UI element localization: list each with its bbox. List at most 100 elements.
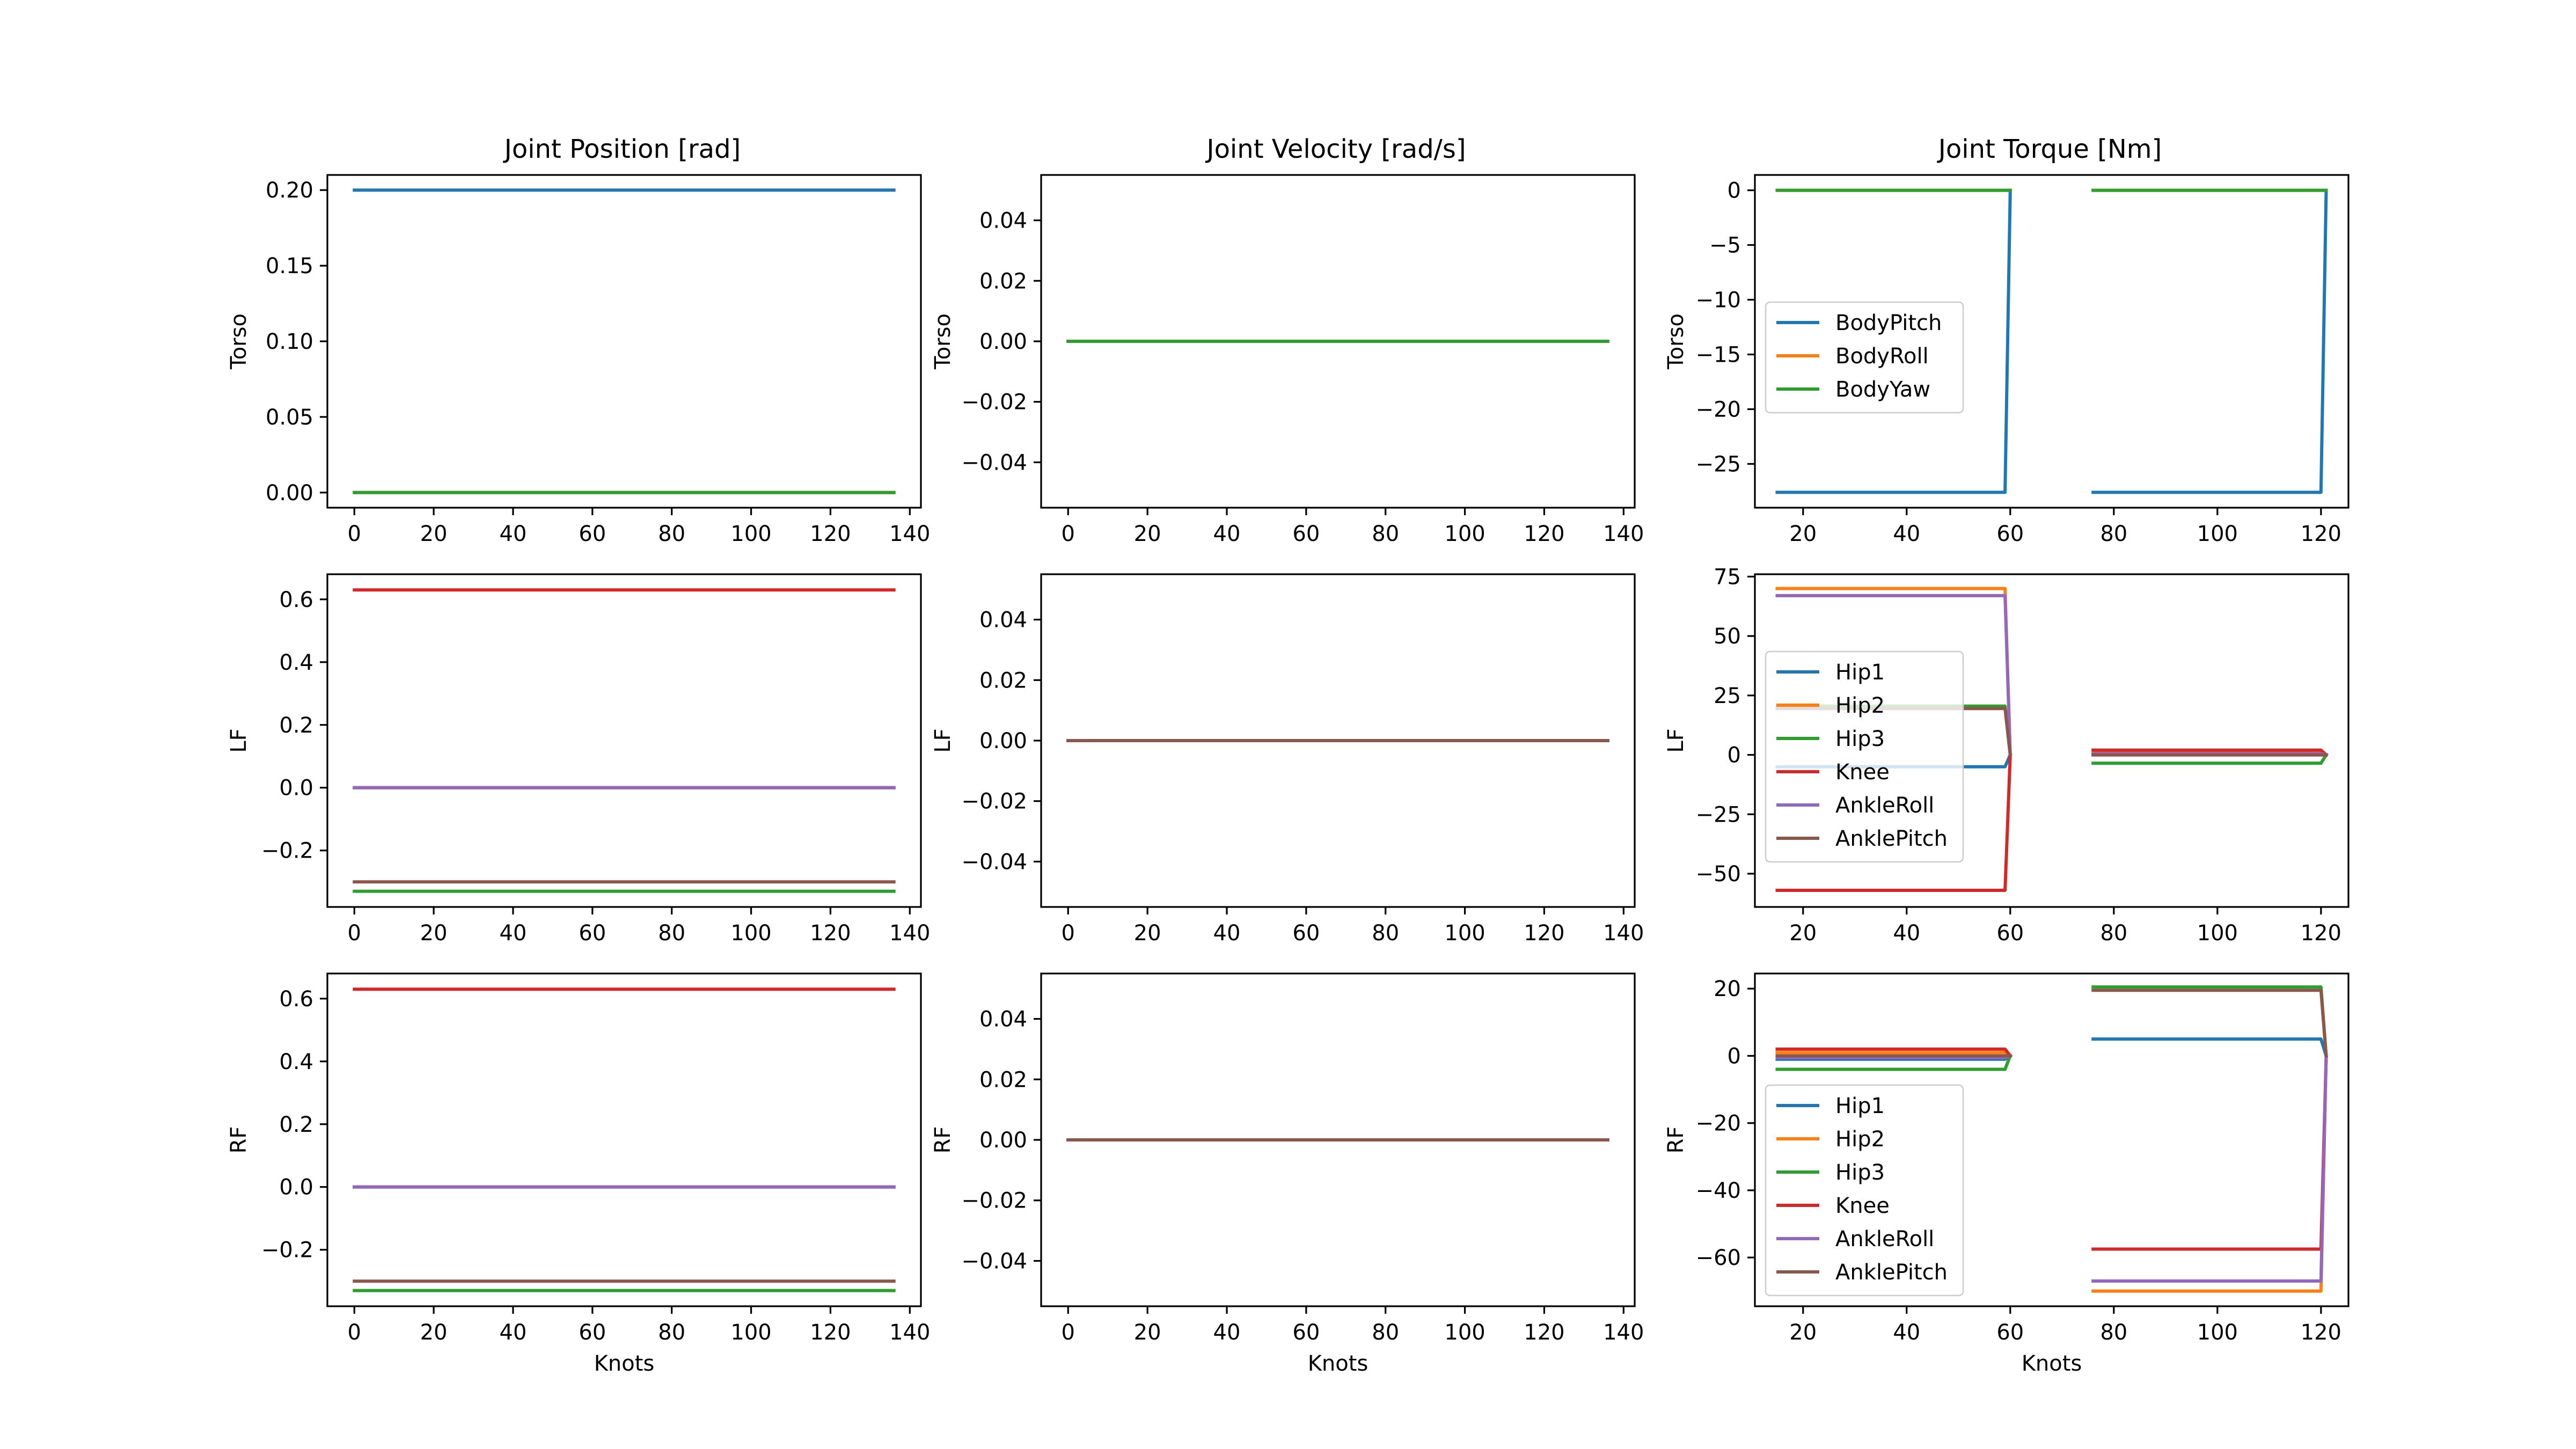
x-tick-label: 40 <box>500 921 527 946</box>
x-tick-label: 60 <box>579 921 606 946</box>
col-title-torque: Joint Torque [Nm] <box>1937 134 2162 164</box>
x-tick-label: 20 <box>1789 522 1817 546</box>
x-tick-label: 100 <box>1444 1320 1485 1345</box>
x-tick-label: 40 <box>1893 921 1920 946</box>
x-tick-label: 100 <box>730 921 771 946</box>
series-line-hip3-seg0 <box>1775 1053 2012 1071</box>
legend-box <box>1765 301 1964 414</box>
x-tick-label: 120 <box>1524 921 1564 946</box>
subplot-r1-c1-ylabel: LF <box>931 728 955 752</box>
y-tick-label: 0.05 <box>266 405 313 430</box>
subplot-r2-c1-ylabel: RF <box>931 1126 955 1154</box>
x-tick-label: 120 <box>810 921 851 946</box>
y-tick-label: 0.6 <box>279 987 313 1012</box>
x-tick-label: 60 <box>1996 522 2024 546</box>
legend-label-hip3: Hip3 <box>1835 1160 1885 1185</box>
series-line-knee-seg0 <box>1775 753 2012 892</box>
y-tick-label: −20 <box>1696 1111 1741 1136</box>
x-tick-label: 80 <box>658 921 685 946</box>
y-tick-label: 0.00 <box>979 1128 1027 1153</box>
x-tick-label: 120 <box>1524 522 1564 546</box>
x-tick-label: 60 <box>1292 522 1320 546</box>
y-tick-label: 75 <box>1714 565 1741 589</box>
x-tick-label: 140 <box>1603 1320 1644 1345</box>
legend-label-knee: Knee <box>1835 760 1890 785</box>
subplot-r1-c0-plot-area <box>353 588 896 893</box>
x-tick-label: 0 <box>1062 522 1075 546</box>
y-tick-label: −15 <box>1696 342 1741 367</box>
series-line-bodypitch-seg0 <box>1775 188 2012 494</box>
x-tick-label: 100 <box>1444 522 1485 546</box>
y-tick-label: 0.2 <box>279 1113 313 1137</box>
y-tick-label: 0.00 <box>979 729 1027 753</box>
x-tick-label: 140 <box>889 522 930 546</box>
y-tick-label: 0.04 <box>979 608 1027 633</box>
subplot-r1-c0-axes-frame <box>326 573 922 908</box>
subplot-r0-c2-plot-area <box>1775 188 2328 494</box>
x-tick-label: 60 <box>1292 1320 1320 1345</box>
legend-label-anklepitch: AnklePitch <box>1835 826 1948 851</box>
legend-label-bodypitch: BodyPitch <box>1835 311 1942 335</box>
subplot-r2-c2: 20 40 60 80 100 120−60−40−20020RFKnotsHip1Hip… <box>1664 972 2350 1376</box>
x-tick-label: 40 <box>1893 522 1920 546</box>
y-tick-label: −0.04 <box>961 850 1027 874</box>
subplot-r0-c2-axes-frame <box>1754 174 2350 509</box>
x-tick-label: 0 <box>348 921 361 946</box>
x-tick-label: 40 <box>500 522 527 546</box>
x-tick-label: 120 <box>1524 1320 1564 1345</box>
y-tick-label: 0.00 <box>979 330 1027 354</box>
subplot-r1-c2-axes-frame <box>1754 573 2350 908</box>
legend-label-hip3: Hip3 <box>1835 727 1885 751</box>
x-tick-label: 40 <box>1213 1320 1241 1345</box>
series-line-anklepitch-seg1 <box>2091 989 2328 1058</box>
series-line-ankleroll-seg0 <box>1775 594 2012 757</box>
y-tick-label: 0 <box>1728 1044 1741 1069</box>
x-tick-label: 60 <box>1996 921 2024 946</box>
y-tick-label: −0.04 <box>961 1249 1027 1274</box>
x-tick-label: 80 <box>2100 921 2127 946</box>
x-tick-label: 20 <box>1134 921 1161 946</box>
x-tick-label: 100 <box>730 1320 771 1345</box>
col-title-position: Joint Position [rad] <box>503 134 741 164</box>
y-tick-label: −0.2 <box>261 839 313 863</box>
x-tick-label: 20 <box>420 522 448 546</box>
y-tick-label: 0.15 <box>266 254 313 279</box>
x-tick-label: 100 <box>730 522 771 546</box>
x-tick-label: 80 <box>2100 1320 2127 1345</box>
legend-label-knee: Knee <box>1835 1194 1890 1218</box>
x-tick-label: 60 <box>1996 1320 2024 1345</box>
y-tick-label: −25 <box>1696 802 1741 827</box>
subplot-r2-c2-legend: Hip1 Hip2 Hip3 Knee AnkleRoll AnklePitch <box>1765 1084 1964 1297</box>
y-tick-label: −20 <box>1696 397 1741 422</box>
x-tick-label: 100 <box>2197 522 2238 546</box>
y-tick-label: 20 <box>1714 977 1741 1001</box>
x-tick-label: 120 <box>2301 921 2341 946</box>
x-tick-label: 20 <box>1789 921 1817 946</box>
subplot-r1-c2-ylabel: LF <box>1664 728 1688 752</box>
subplot-r1-c1: 0 20 40 60 80 100 120 140 −0.04 −0.02 0.00 0.02 0.04… <box>931 573 1644 946</box>
y-tick-label: −60 <box>1696 1246 1741 1270</box>
x-tick-label: 20 <box>420 1320 448 1345</box>
y-tick-label: 0 <box>1728 179 1741 203</box>
x-tick-label: 80 <box>658 1320 685 1345</box>
subplot-r0-c0-plot-area <box>353 188 896 494</box>
x-tick-label: 20 <box>420 921 448 946</box>
y-tick-label: −0.2 <box>261 1238 313 1263</box>
y-tick-label: 25 <box>1714 684 1741 708</box>
subplot-r1-c0-ylabel: LF <box>226 728 251 752</box>
subplot-r2-c2-axes-frame <box>1754 972 2350 1307</box>
y-tick-label: −50 <box>1696 862 1741 887</box>
legend-label-hip2: Hip2 <box>1835 693 1885 718</box>
subplot-r0-c0: 0 20 40 60 80 100 120 140 0.00 0.05 0.10 0.15 0.20 To… <box>226 174 930 546</box>
y-tick-label: 0.20 <box>266 178 313 203</box>
x-tick-label: 80 <box>2100 522 2127 546</box>
x-tick-label: 120 <box>810 522 851 546</box>
y-tick-label: 0.4 <box>279 650 313 675</box>
y-tick-label: 0.2 <box>279 713 313 738</box>
y-tick-label: 0.02 <box>979 269 1027 294</box>
legend-label-hip1: Hip1 <box>1835 1094 1885 1118</box>
x-tick-label: 80 <box>1372 1320 1399 1345</box>
y-tick-label: 0.0 <box>279 776 313 801</box>
y-tick-label: 0.02 <box>979 668 1027 693</box>
legend-label-bodyyaw: BodyYaw <box>1835 377 1930 402</box>
